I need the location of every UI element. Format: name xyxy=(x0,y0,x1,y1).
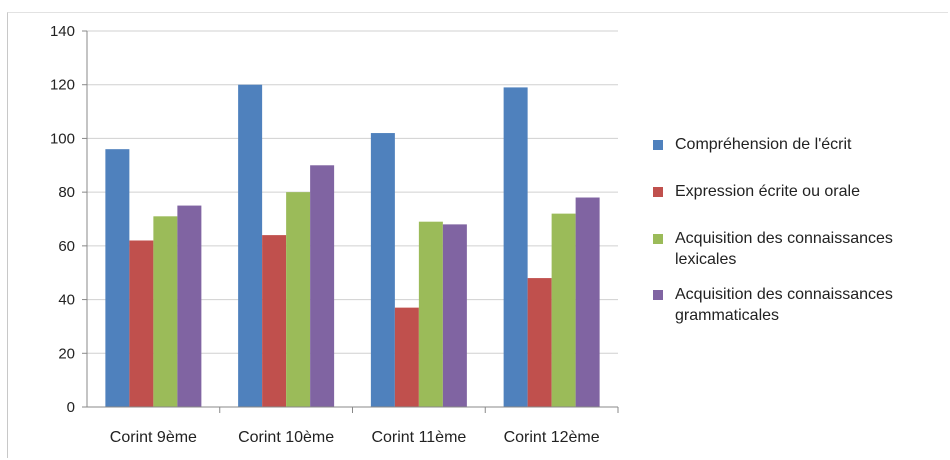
x-tick-label: Corint 9ème xyxy=(110,429,197,446)
legend-label: Acquisition des connaissances lexicales xyxy=(675,230,893,268)
chart-frame xyxy=(7,12,948,458)
y-tick-label: 80 xyxy=(58,184,75,201)
legend-item-lexicales: Acquisition des connaissances lexicales xyxy=(653,228,948,270)
bar xyxy=(310,165,335,407)
bar xyxy=(503,87,528,408)
y-tick-label: 120 xyxy=(50,77,75,94)
axes: 0 20 40 60 80 100 120 140 Corint 9ème Corint 10èm… xyxy=(50,23,619,446)
y-tick-label: 100 xyxy=(50,130,75,147)
bars xyxy=(105,84,600,408)
y-tick-label: 60 xyxy=(58,238,75,255)
bar xyxy=(418,221,443,407)
bar xyxy=(394,307,419,407)
legend-swatch xyxy=(653,234,663,244)
bar xyxy=(262,235,287,407)
x-tick-label: Corint 11ème xyxy=(371,429,466,446)
bar xyxy=(129,240,154,407)
y-tick-label: 140 xyxy=(50,23,75,40)
y-tick-label: 20 xyxy=(58,345,75,362)
x-tick-label: Corint 10ème xyxy=(238,429,334,446)
legend-item-grammaticales: Acquisition des connaissances grammatica… xyxy=(653,284,948,326)
y-tick-label: 40 xyxy=(58,292,75,309)
bar xyxy=(442,224,467,407)
legend-swatch xyxy=(653,290,663,300)
legend: Compréhension de l'écrit Expression écri… xyxy=(653,134,948,326)
bar xyxy=(575,197,600,407)
legend-item-expression: Expression écrite ou orale xyxy=(653,181,948,202)
bar xyxy=(370,133,395,408)
bar xyxy=(153,216,178,407)
bar xyxy=(177,205,202,407)
legend-label: Acquisition des connaissances grammatica… xyxy=(675,286,893,324)
bar xyxy=(238,84,263,407)
legend-swatch xyxy=(653,140,663,150)
bar xyxy=(286,192,311,407)
legend-label: Compréhension de l'écrit xyxy=(675,136,852,153)
legend-label: Expression écrite ou orale xyxy=(675,183,860,200)
bar xyxy=(527,278,552,407)
legend-swatch xyxy=(653,187,663,197)
bar xyxy=(105,149,130,407)
x-tick-label: Corint 12ème xyxy=(504,429,600,446)
bar xyxy=(551,213,576,407)
y-tick-label: 0 xyxy=(67,399,75,416)
legend-item-comprehension: Compréhension de l'écrit xyxy=(653,134,948,155)
